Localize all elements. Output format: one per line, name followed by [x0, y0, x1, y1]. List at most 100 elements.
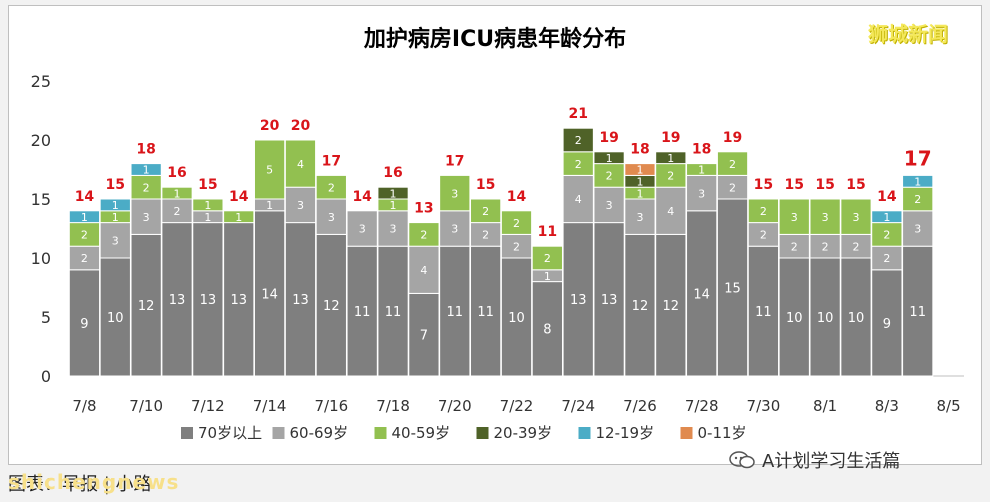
bar-segment [223, 210, 255, 224]
bar-segment-label: 1 [544, 270, 551, 283]
bar-segment [408, 292, 440, 377]
bar-segment-label: 1 [883, 211, 890, 224]
bar-segment-label: 2 [883, 229, 890, 242]
bar-segment [68, 269, 101, 377]
bar-total-label: 14 [877, 189, 897, 205]
bar-total-label: 14 [352, 189, 372, 205]
bar-segment [99, 257, 131, 377]
bar-segment-label: 2 [513, 217, 520, 230]
bar-segment-label: 13 [200, 293, 217, 308]
bar-total-label: 18 [630, 142, 649, 158]
x-tick-label: 7/28 [685, 397, 719, 415]
bar-total-label: 14 [507, 189, 527, 205]
bar-segment [500, 210, 533, 235]
bar-segment-label: 3 [698, 187, 705, 200]
bar-segment-label: 10 [508, 311, 525, 326]
bar-segment [562, 222, 594, 377]
bar-segment-label: 10 [786, 311, 803, 326]
wechat-account-name: A计划学习生活篇 [762, 451, 901, 472]
bar-segment-label: 15 [724, 281, 741, 296]
bar-segment-label: 9 [883, 317, 891, 332]
x-tick-label: 7/20 [438, 397, 472, 415]
bar-segment [655, 151, 687, 165]
bar-segment-label: 1 [636, 187, 643, 200]
bar-segment [840, 257, 872, 377]
bar-segment [655, 233, 687, 377]
bar-segment [500, 257, 533, 377]
bar-segment-label: 2 [513, 240, 520, 253]
bar-segment-label: 1 [698, 164, 705, 177]
bar-segment [68, 210, 101, 224]
bar-total-label: 15 [754, 177, 773, 193]
bar-segment-label: 1 [390, 187, 397, 200]
legend-swatch [476, 427, 489, 439]
chart-credit: 图表：早报 | 小路 [8, 474, 152, 495]
legend-swatch [272, 427, 285, 439]
bar-segment [284, 186, 317, 224]
bar-segment-label: 5 [266, 164, 273, 177]
bar-segment-label: 3 [451, 223, 458, 236]
bar-segment [624, 198, 656, 235]
legend-swatch [680, 427, 693, 439]
bar-segment [531, 245, 563, 271]
bar-segment [840, 198, 872, 235]
bar-total-label: 21 [568, 106, 587, 122]
bar-segment-label: 8 [543, 323, 551, 338]
y-tick-label: 10 [31, 249, 51, 268]
bar-segment-label: 3 [822, 211, 829, 224]
bar-segment-label: 2 [420, 229, 427, 242]
bar-segment-label: 2 [729, 181, 736, 194]
bar-segment-label: 2 [81, 229, 88, 242]
bar-segment-label: 3 [390, 223, 397, 236]
bar-segment-label: 10 [107, 311, 124, 326]
bar-segment [223, 222, 255, 377]
bar-segment [871, 269, 903, 377]
bar-total-label: 19 [723, 130, 742, 146]
legend-label: 20-39岁 [494, 424, 553, 442]
x-tick-label: 7/16 [314, 397, 348, 415]
bar-total-label: 15 [785, 177, 804, 193]
x-tick-label: 7/18 [376, 397, 410, 415]
bar-segment [192, 198, 224, 212]
bar-segment-label: 3 [636, 211, 643, 224]
bar-segment [99, 222, 131, 259]
bar-total-label: 15 [198, 177, 217, 193]
bar-total-label: 14 [75, 189, 95, 205]
watermark-logo: 狮城新闻 [868, 22, 948, 46]
y-tick-label: 5 [41, 308, 51, 327]
bar-segment-label: 2 [667, 170, 674, 183]
bar-segment-label: 1 [112, 211, 119, 224]
bar-segment-label: 11 [755, 305, 772, 320]
x-tick-label: 7/8 [72, 397, 96, 415]
bar-segment [655, 186, 687, 235]
legend-label: 12-19岁 [596, 424, 655, 442]
legend-label: 60-69岁 [290, 424, 349, 442]
bar-segment-label: 13 [169, 293, 186, 308]
bar-segment [253, 139, 286, 200]
bar-segment-label: 10 [817, 311, 834, 326]
bar-segment-label: 2 [760, 229, 767, 242]
bar-segment-label: 14 [261, 287, 278, 302]
legend-label: 40-59岁 [392, 424, 451, 442]
bar-segment-label: 1 [667, 152, 674, 165]
bar-segment-label: 3 [359, 223, 366, 236]
bar-segment-label: 2 [822, 240, 829, 253]
bar-total-label: 17 [322, 153, 341, 169]
bar-segment-label: 4 [420, 264, 427, 277]
bar-segment-label: 4 [667, 205, 674, 218]
bar-segment-label: 1 [266, 199, 273, 212]
bar-segment [562, 174, 594, 224]
bar-segment-label: 14 [693, 287, 710, 302]
x-tick-label: 7/10 [129, 397, 163, 415]
bar-segment [593, 222, 625, 377]
bar-segment [377, 186, 409, 200]
bar-segment-label: 13 [230, 293, 247, 308]
bar-segment [716, 151, 749, 176]
bar-segment [902, 245, 934, 377]
chart: 加护病房ICU病患年龄分布051015202592211410311151232… [31, 26, 964, 442]
bar-segment-label: 12 [138, 299, 155, 314]
bar-segment-label: 2 [544, 252, 551, 265]
bar-total-label: 15 [106, 177, 125, 193]
bar-segment-label: 11 [447, 305, 464, 320]
bar-segment [408, 245, 440, 294]
